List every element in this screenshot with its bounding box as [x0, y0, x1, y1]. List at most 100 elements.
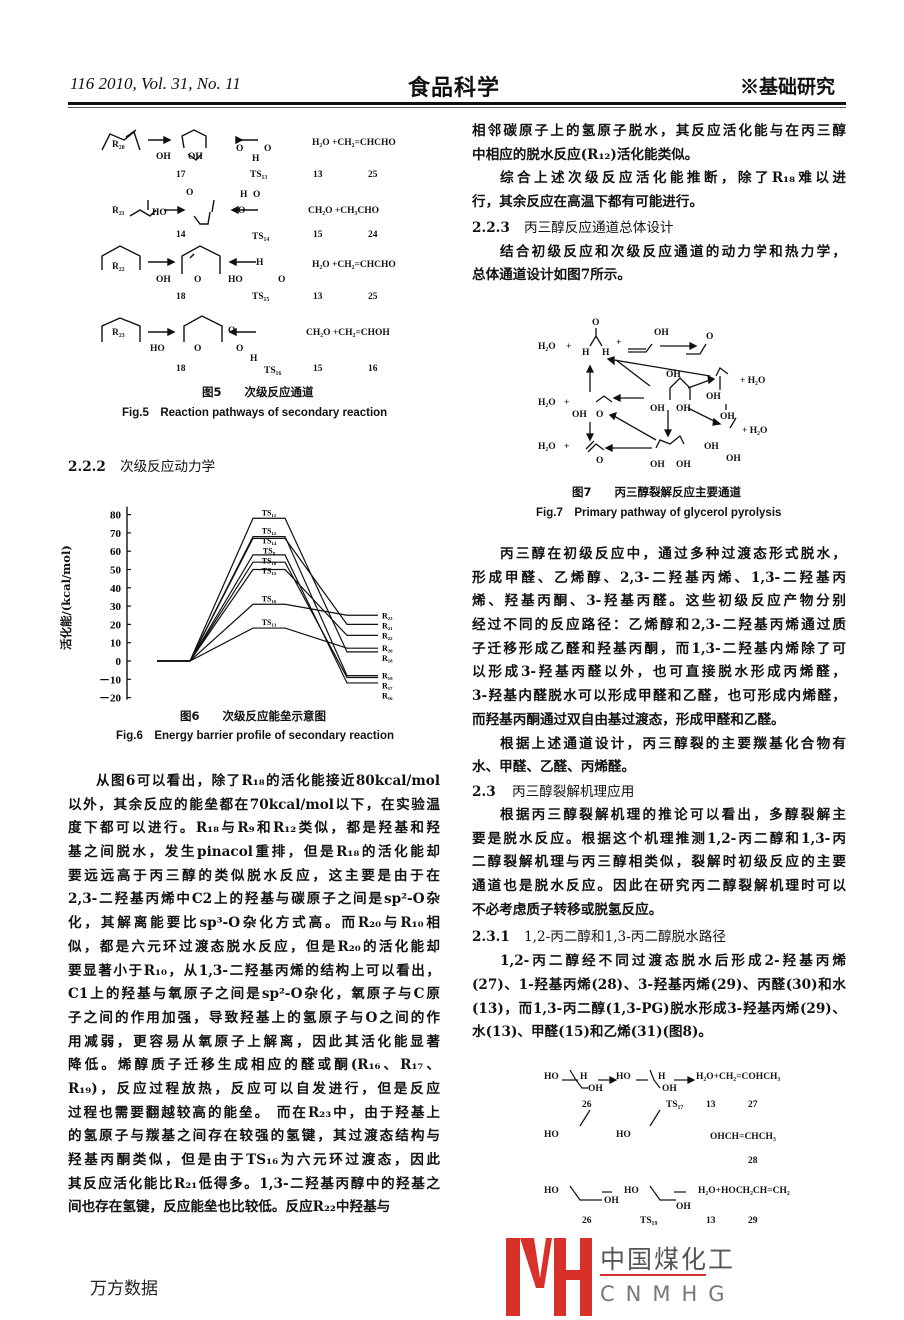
y-tick-label: 10: [110, 638, 122, 650]
compound-number: 26: [582, 1100, 592, 1110]
atom-label: O: [264, 144, 272, 154]
y-tick-label: 70: [110, 528, 122, 540]
header-rule: [68, 102, 846, 105]
compound-number: 29: [748, 1216, 758, 1226]
journal-title: 食品科学: [408, 76, 501, 101]
atom-label: HO: [228, 275, 243, 285]
compound-number: 26: [582, 1216, 592, 1226]
fig8-label: OH: [588, 1084, 603, 1094]
fig7-label: H: [582, 348, 590, 358]
figure-7: H₂O + O H H + OH O OH + H₂O H₂O + OH O O…: [520, 318, 820, 519]
fig7-label: O: [706, 332, 714, 342]
atom-label: O: [278, 275, 286, 285]
products: H₂O +CH₂=CHCHO: [312, 138, 396, 148]
compound-number: 24: [368, 230, 378, 240]
left-body-paragraph: 从图6可以看出，除了R₁₈的活化能接近80kcal/mol 以外，其余反应的能垒都…: [68, 770, 440, 1220]
y-tick-label: 60: [110, 546, 122, 558]
fig7-label: + H₂O: [740, 376, 766, 386]
text-line: 要远远高于丙三醇的类似脱水反应，这主要是由于在: [68, 867, 440, 884]
text-line: C1上的羟基与氧原子之间是sp²-O杂化，氧原子与C原: [68, 986, 440, 1003]
fig7-label: OH: [704, 442, 719, 452]
ts-number: TS₁₇: [666, 1100, 684, 1110]
ts-number: TS₁₉: [640, 1216, 658, 1226]
text-line: 羟基丙酮类似，但是由于TS₁₆为六元环过渡态，因此: [68, 1152, 440, 1168]
text-line: 根据上述通道设计，丙三醇裂的主要羰基化合物有: [500, 735, 846, 752]
fig7-label: O: [592, 318, 600, 328]
product-label: R₂₃: [382, 611, 393, 620]
atom-label: H: [252, 154, 260, 164]
text-line: 水(13)、甲醛(15)和乙烯(31)(图8)。: [472, 1024, 713, 1041]
reaction-label: R₂₀: [112, 140, 125, 150]
ts-number: TS₁₃: [250, 170, 268, 180]
product-label: R₁₇: [382, 682, 393, 691]
fig5-caption-en: Fig.5 Reaction pathways of secondary rea…: [122, 407, 388, 419]
atom-label: H: [240, 190, 248, 200]
fig8-label: OH: [676, 1202, 691, 1212]
text-line: 相邻碳原子上的氢原子脱水，其反应活化能与在丙三醇: [472, 123, 846, 139]
y-tick-label: 80: [110, 510, 122, 522]
compound-number: 15: [313, 230, 323, 240]
atom-label: OH: [156, 152, 171, 162]
watermark-text-en: CNMHG: [600, 1282, 736, 1306]
section-heading-2-3: 2.3 丙三醇裂解机理应用: [472, 780, 846, 804]
text-line: 度下都可以进行。R₁₈与R₉和R₁₂类似，都是羟基和羟: [68, 820, 440, 837]
atom-label: HO: [152, 208, 167, 218]
product-label: R₂₀: [382, 644, 393, 653]
section-title: 丙三醇裂解机理应用: [512, 783, 635, 800]
fig7-label: OH: [726, 454, 741, 464]
fig6-caption-en: Fig.6 Energy barrier profile of secondar…: [116, 730, 394, 742]
fig7-label: OH: [650, 404, 665, 414]
text-line: (13)，而1,3-丙二醇(1,3-PG)脱水形成3-羟基丙烯(29)、: [472, 1000, 846, 1017]
fig8-label: HO: [616, 1130, 631, 1140]
y-tick-label: －20: [99, 693, 121, 705]
text-line: 总体通道设计如图7所示。: [472, 267, 631, 284]
text-line: 根据丙三醇裂解机理的推论可以看出，多醇裂解主: [500, 806, 846, 823]
text-line: (27)、1-羟基丙烯(28)、3-羟基丙烯(29)、丙醛(30)和水: [472, 977, 846, 993]
products: CH₂O +CH₂=CHOH: [306, 328, 390, 338]
text-line: 用减弱，更容易从氧原子上解离，因此其活化能显著: [68, 1033, 440, 1050]
section-number: 2.3: [472, 783, 496, 800]
ts-label: TS₁₁: [262, 508, 277, 517]
figure-5: R₂₀ OH OH O O H H₂O +CH₂=CHCHO 17 TS₁₃ 1…: [60, 120, 450, 430]
fig8-label: HO: [544, 1072, 559, 1082]
text-line: 间也存在氢键，反应能垒也比较低。反应R₂₂中羟基与: [68, 1199, 391, 1216]
fig7-label: OH: [666, 370, 681, 380]
section-title: 次级反应动力学: [120, 459, 216, 475]
fig8-label: HO: [544, 1186, 559, 1196]
fig7-label: OH: [676, 460, 691, 470]
atom-label: H: [250, 354, 258, 364]
product-label: R₁₈: [382, 654, 393, 663]
fig7-caption-cn: 图7 丙三醇裂解反应主要通道: [572, 485, 741, 499]
atom-label: O: [194, 275, 202, 285]
text-line: 不必考虑质子转移或脱氢反应。: [472, 901, 663, 918]
section-title: 丙三醇反应通道总体设计: [524, 219, 674, 236]
atom-label: O: [194, 344, 202, 354]
fig7-label: OH: [572, 410, 587, 420]
text-line: 2,3-二羟基丙烯中C2上的羟基与碳原子之间是sp²-O杂: [68, 891, 440, 908]
section-heading-2-3-1: 2.3.1 1,2-丙二醇和1,3-丙二醇脱水路径: [472, 924, 846, 950]
watermark: 中国煤化工 CNMHG: [500, 1238, 740, 1318]
y-tick-label: 50: [110, 565, 122, 577]
reaction-label: R₂₁: [112, 206, 125, 216]
fig7-label: OH: [720, 412, 735, 422]
page-number-and-issue: 116 2010, Vol. 31, No. 11: [70, 74, 241, 93]
atom-label: HO: [150, 344, 165, 354]
section-title: 1,2-丙二醇和1,3-丙二醇脱水路径: [524, 929, 726, 946]
energy-path-8: [157, 627, 378, 662]
watermark-text-cn: 中国煤化工: [600, 1245, 736, 1274]
section-label: ※基础研究: [740, 76, 836, 98]
ts-label: TS₁₀: [262, 557, 277, 566]
atom-label: H: [256, 258, 264, 268]
text-line: 3-羟基内醛脱水可以形成甲醛和乙醛，也可形成内烯醛，: [472, 688, 846, 705]
fig8-label: HO: [544, 1130, 559, 1140]
y-tick-label: 30: [110, 601, 122, 613]
fig7-caption-en: Fig.7 Primary pathway of glycerol pyroly…: [536, 507, 782, 519]
fig8-label: OH: [662, 1084, 677, 1094]
fig7-label: OH: [676, 404, 691, 414]
text-line: 要是脱水反应。根据这个机理推测1,2-丙二醇和1,3-丙: [472, 830, 846, 847]
ts-number: TS₁₄: [252, 232, 270, 242]
text-line: 综合上述次级反应活化能推断，除了R₁₈难以进: [500, 170, 846, 187]
fig8-products: OHCH=CHCH₃: [710, 1132, 776, 1142]
compound-number: 15: [313, 364, 323, 374]
fig7-label: O: [596, 456, 604, 466]
